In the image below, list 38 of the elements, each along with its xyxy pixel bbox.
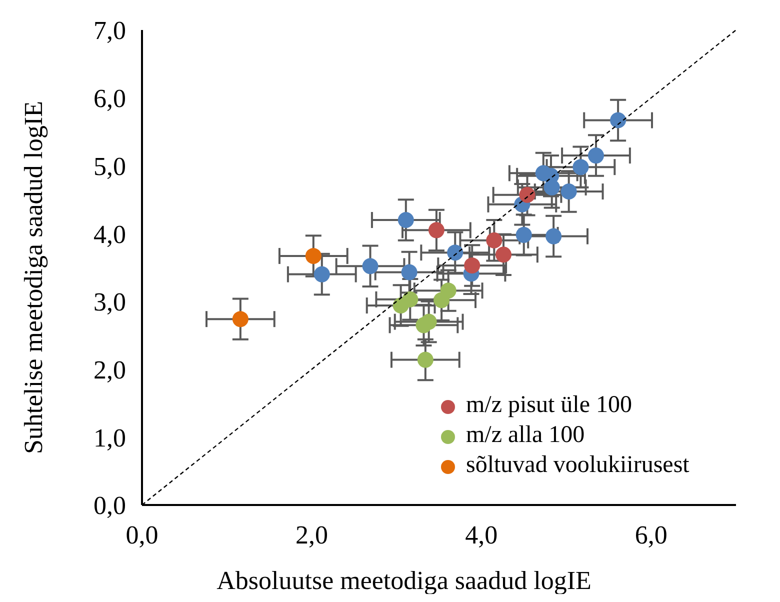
point bbox=[401, 264, 418, 280]
point bbox=[417, 352, 434, 368]
point bbox=[434, 292, 450, 308]
y-tick-label: 2,0 bbox=[94, 356, 126, 385]
point bbox=[588, 148, 604, 164]
point bbox=[610, 112, 626, 128]
point bbox=[519, 186, 536, 203]
point bbox=[447, 244, 464, 261]
point bbox=[560, 184, 577, 200]
x-tick-label: 6,0 bbox=[634, 520, 668, 550]
point bbox=[464, 257, 480, 274]
point bbox=[516, 226, 532, 243]
x-tick-label: 0,0 bbox=[126, 520, 158, 550]
x-tick-label: 2,0 bbox=[295, 520, 328, 550]
legend-label: m/z pisut üle 100 bbox=[466, 391, 632, 420]
y-tick-label: 1,0 bbox=[94, 423, 126, 452]
y-tick-label: 3,0 bbox=[94, 288, 126, 317]
point bbox=[495, 246, 512, 263]
point bbox=[486, 232, 502, 248]
point bbox=[416, 317, 432, 334]
y-axis-title: Suhtelise meetodiga saadud logIE bbox=[19, 100, 48, 454]
y-tick-label: 6,0 bbox=[94, 84, 126, 114]
y-tick-label: 5,0 bbox=[94, 152, 126, 181]
point bbox=[546, 228, 562, 244]
point bbox=[572, 159, 589, 176]
point bbox=[232, 311, 248, 328]
y-tick-label: 4,0 bbox=[94, 220, 126, 249]
point bbox=[398, 212, 414, 228]
point bbox=[314, 266, 330, 282]
legend-label: m/z alla 100 bbox=[466, 421, 585, 450]
point bbox=[362, 258, 378, 274]
x-tick-label: 4,0 bbox=[465, 520, 498, 550]
point bbox=[305, 248, 322, 264]
y-tick-label: 0,0 bbox=[94, 491, 126, 520]
y-tick-label: 7,0 bbox=[94, 16, 126, 46]
point bbox=[392, 298, 409, 314]
point bbox=[428, 222, 444, 238]
legend-label: sõltuvad voolukiirusest bbox=[466, 451, 690, 480]
